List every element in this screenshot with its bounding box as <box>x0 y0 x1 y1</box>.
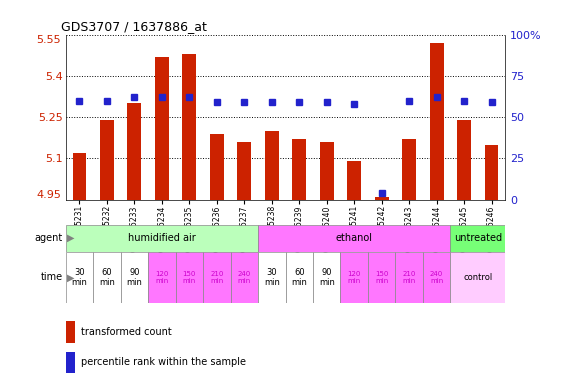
Bar <box>451 225 505 252</box>
Bar <box>457 120 471 200</box>
Text: 150
min: 150 min <box>183 271 196 284</box>
Text: ▶: ▶ <box>67 233 74 243</box>
Bar <box>423 252 451 303</box>
Bar <box>485 145 498 200</box>
Bar <box>265 131 279 200</box>
Text: time: time <box>41 272 63 283</box>
Bar <box>66 321 75 343</box>
Text: control: control <box>463 273 492 282</box>
Bar <box>340 252 368 303</box>
Bar <box>183 54 196 200</box>
Text: 90
min: 90 min <box>126 268 142 287</box>
Text: untreated: untreated <box>454 233 502 243</box>
Bar <box>66 225 258 252</box>
Bar <box>375 197 388 200</box>
Text: ▶: ▶ <box>67 272 74 283</box>
Text: 60
min: 60 min <box>99 268 115 287</box>
Text: GDS3707 / 1637886_at: GDS3707 / 1637886_at <box>61 20 207 33</box>
Bar <box>238 142 251 200</box>
Text: 90
min: 90 min <box>319 268 335 287</box>
Text: 210
min: 210 min <box>403 271 416 284</box>
Text: 150
min: 150 min <box>375 271 388 284</box>
Text: 60
min: 60 min <box>291 268 307 287</box>
Bar <box>148 252 176 303</box>
Bar <box>368 252 395 303</box>
Bar <box>66 352 75 373</box>
Text: 120
min: 120 min <box>155 271 168 284</box>
Text: 210
min: 210 min <box>210 271 223 284</box>
Bar <box>210 134 224 200</box>
Bar <box>403 139 416 200</box>
Bar <box>66 252 93 303</box>
Bar <box>320 142 333 200</box>
Bar <box>258 252 286 303</box>
Text: agent: agent <box>35 233 63 243</box>
Text: 4.95: 4.95 <box>37 190 61 200</box>
Text: 30
min: 30 min <box>71 268 87 287</box>
Bar <box>395 252 423 303</box>
Bar <box>292 139 306 200</box>
Bar <box>231 252 258 303</box>
Bar <box>313 252 340 303</box>
Bar <box>176 252 203 303</box>
Text: 240
min: 240 min <box>430 271 443 284</box>
Bar <box>451 252 505 303</box>
Text: 240
min: 240 min <box>238 271 251 284</box>
Bar <box>120 252 148 303</box>
Bar <box>127 103 141 200</box>
Bar <box>347 161 361 200</box>
Text: 5.55: 5.55 <box>37 35 61 45</box>
Text: ethanol: ethanol <box>336 233 373 243</box>
Bar <box>100 120 114 200</box>
Text: 120
min: 120 min <box>348 271 361 284</box>
Bar <box>286 252 313 303</box>
Text: percentile rank within the sample: percentile rank within the sample <box>81 358 246 367</box>
Bar <box>430 43 444 200</box>
Text: 30
min: 30 min <box>264 268 280 287</box>
Text: transformed count: transformed count <box>81 327 172 337</box>
Bar <box>93 252 120 303</box>
Text: humidified air: humidified air <box>128 233 196 243</box>
Bar <box>258 225 451 252</box>
Bar <box>203 252 231 303</box>
Bar <box>155 56 168 200</box>
Bar <box>73 153 86 200</box>
